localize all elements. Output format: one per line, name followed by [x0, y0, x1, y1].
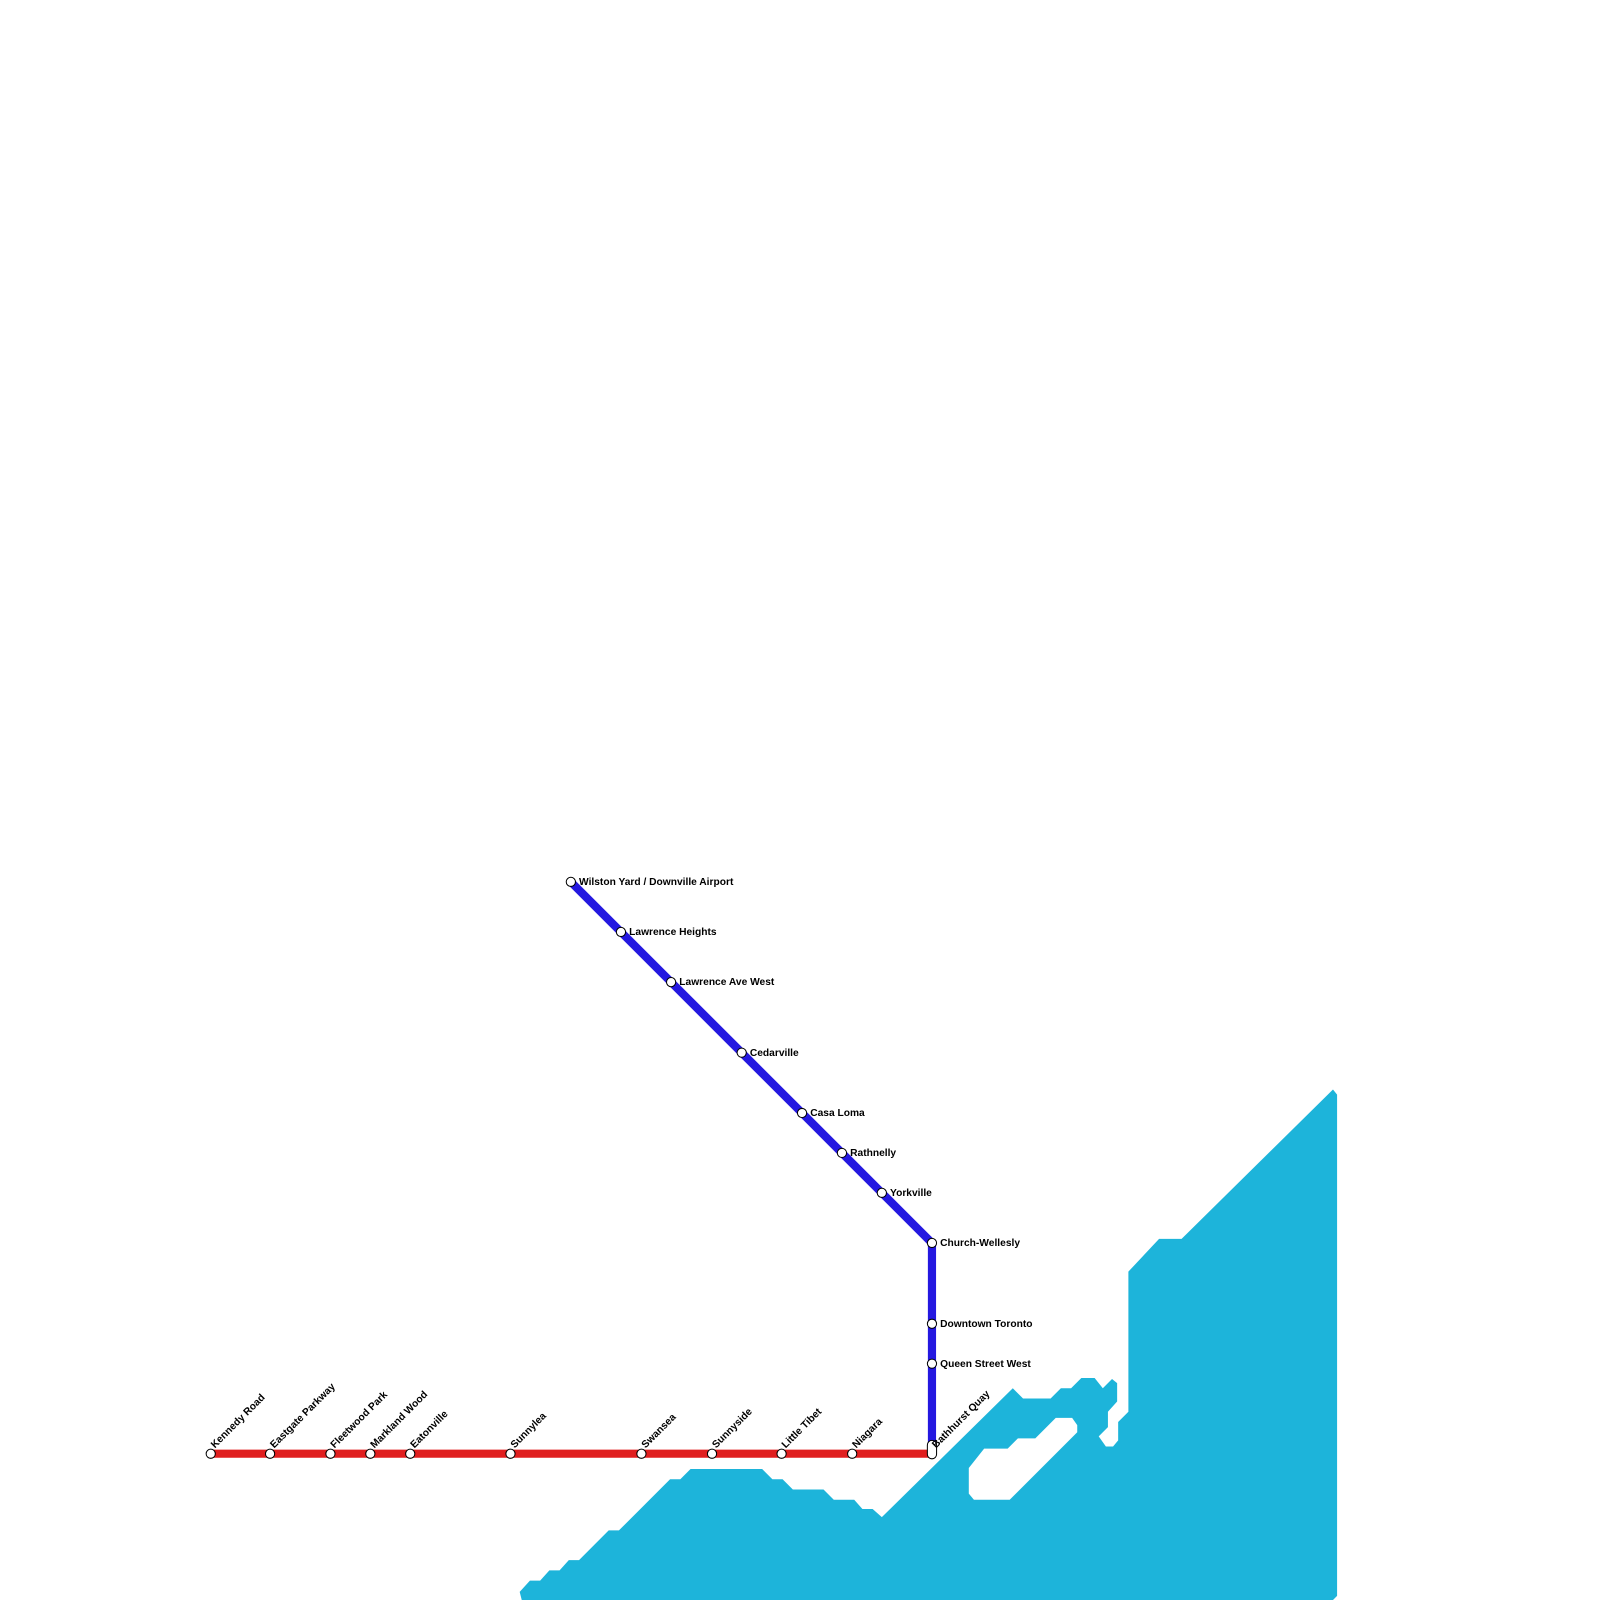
station-label: Rathnelly	[850, 1148, 896, 1159]
station-marker	[636, 1448, 647, 1459]
station-marker	[325, 1448, 336, 1459]
stations: Wilston Yard / Downville Airport Lawrence…	[205, 876, 1032, 1460]
interchange-marker	[926, 1439, 938, 1460]
station-marker	[926, 1237, 938, 1249]
station-marker	[836, 1147, 848, 1159]
station-label: Little Tibet	[780, 1406, 825, 1451]
station-marker	[926, 1358, 938, 1369]
station-marker	[847, 1448, 858, 1459]
station-label: Sunnylea	[509, 1411, 549, 1451]
station-label: Lawrence Ave West	[679, 977, 775, 988]
station-label: Swansea	[640, 1412, 679, 1451]
station-label: Lawrence Heights	[629, 927, 717, 938]
station-label: Cedarville	[750, 1048, 799, 1059]
station-label: Sunnyside	[710, 1406, 755, 1451]
station-label: Wilston Yard / Downville Airport	[579, 877, 734, 888]
station-marker	[205, 1448, 216, 1459]
station-label: Eastgate Parkway	[269, 1381, 338, 1450]
station-marker	[565, 876, 576, 887]
station-label: Kennedy Road	[209, 1392, 267, 1450]
station-marker	[615, 926, 627, 938]
station-marker	[926, 1318, 938, 1329]
station-label: Casa Loma	[810, 1108, 865, 1119]
route-line	[567, 878, 937, 1447]
route-lines	[210, 878, 937, 1458]
station-marker	[264, 1448, 276, 1459]
station-label: Queen Street West	[940, 1359, 1031, 1370]
water	[519, 1089, 1338, 1600]
station-marker	[706, 1448, 718, 1459]
station-marker	[505, 1448, 516, 1459]
station-marker	[796, 1107, 808, 1119]
station-marker	[876, 1187, 887, 1198]
station-label: Downtown Toronto	[940, 1319, 1032, 1330]
station-marker	[365, 1448, 376, 1459]
station-label: Eatonville	[409, 1409, 451, 1451]
station-label: Yorkville	[890, 1188, 932, 1199]
station-label: Church-Wellesly	[940, 1238, 1020, 1249]
station-marker	[405, 1448, 416, 1459]
station-marker	[665, 976, 677, 988]
station-label: Niagara	[851, 1416, 886, 1451]
station-marker	[776, 1448, 787, 1459]
station-marker	[736, 1047, 747, 1058]
